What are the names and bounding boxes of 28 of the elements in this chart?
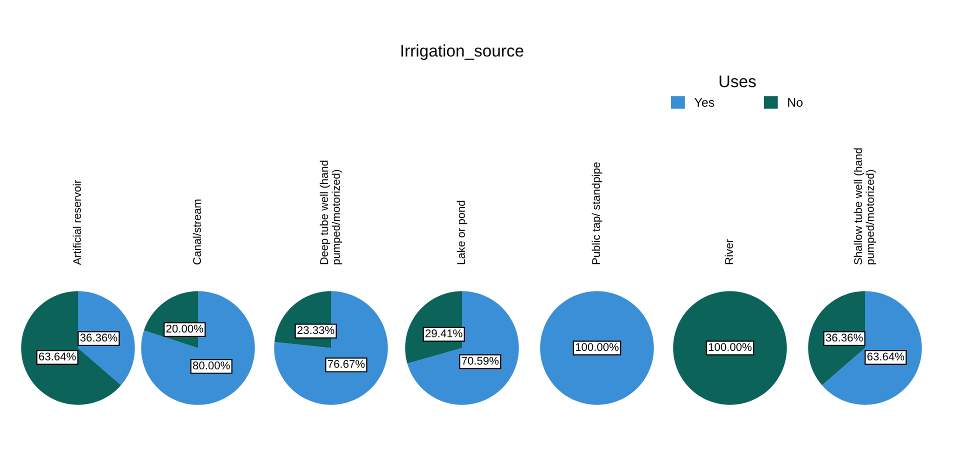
text: Shallow tube well (hand pumped/motorized): [854, 148, 876, 264]
pie-slice: [407, 291, 519, 405]
data-label: 20.00%: [166, 324, 204, 333]
data-label: 70.59%: [462, 356, 499, 365]
data-label: 100.00%: [708, 343, 752, 351]
pie-slice: [21, 291, 121, 405]
data-label: 80.00%: [193, 362, 230, 370]
chart-subtitle: River: [724, 239, 733, 264]
data-label: 76.67%: [328, 360, 365, 368]
chart-subtitle: Deep tube well (hand pumped/motorized): [320, 160, 342, 264]
data-label: 100.00%: [576, 343, 619, 351]
legend-label: Yes: [694, 98, 714, 107]
data-label: 63.64%: [867, 352, 904, 360]
chart-subtitle: Artificial reservoir: [72, 180, 81, 265]
legend-title: Uses: [720, 76, 756, 88]
pie-slice: [274, 291, 388, 405]
data-label: 36.36%: [80, 334, 118, 342]
chart-subtitle: Lake or pond: [456, 200, 468, 264]
data-label: 23.33%: [298, 326, 334, 334]
chart-title: Irrigation_source: [401, 44, 524, 60]
pie-slice: [822, 291, 922, 405]
chart-subtitle: Public tap/ standpipe: [592, 162, 602, 264]
pie-slice: [141, 291, 255, 405]
data-label: 63.64%: [39, 352, 76, 360]
data-label: 29.41%: [426, 329, 462, 338]
chart-subtitle: Canal/stream: [192, 200, 201, 264]
legend-label: No: [788, 98, 803, 107]
data-label: 36.36%: [826, 334, 863, 342]
